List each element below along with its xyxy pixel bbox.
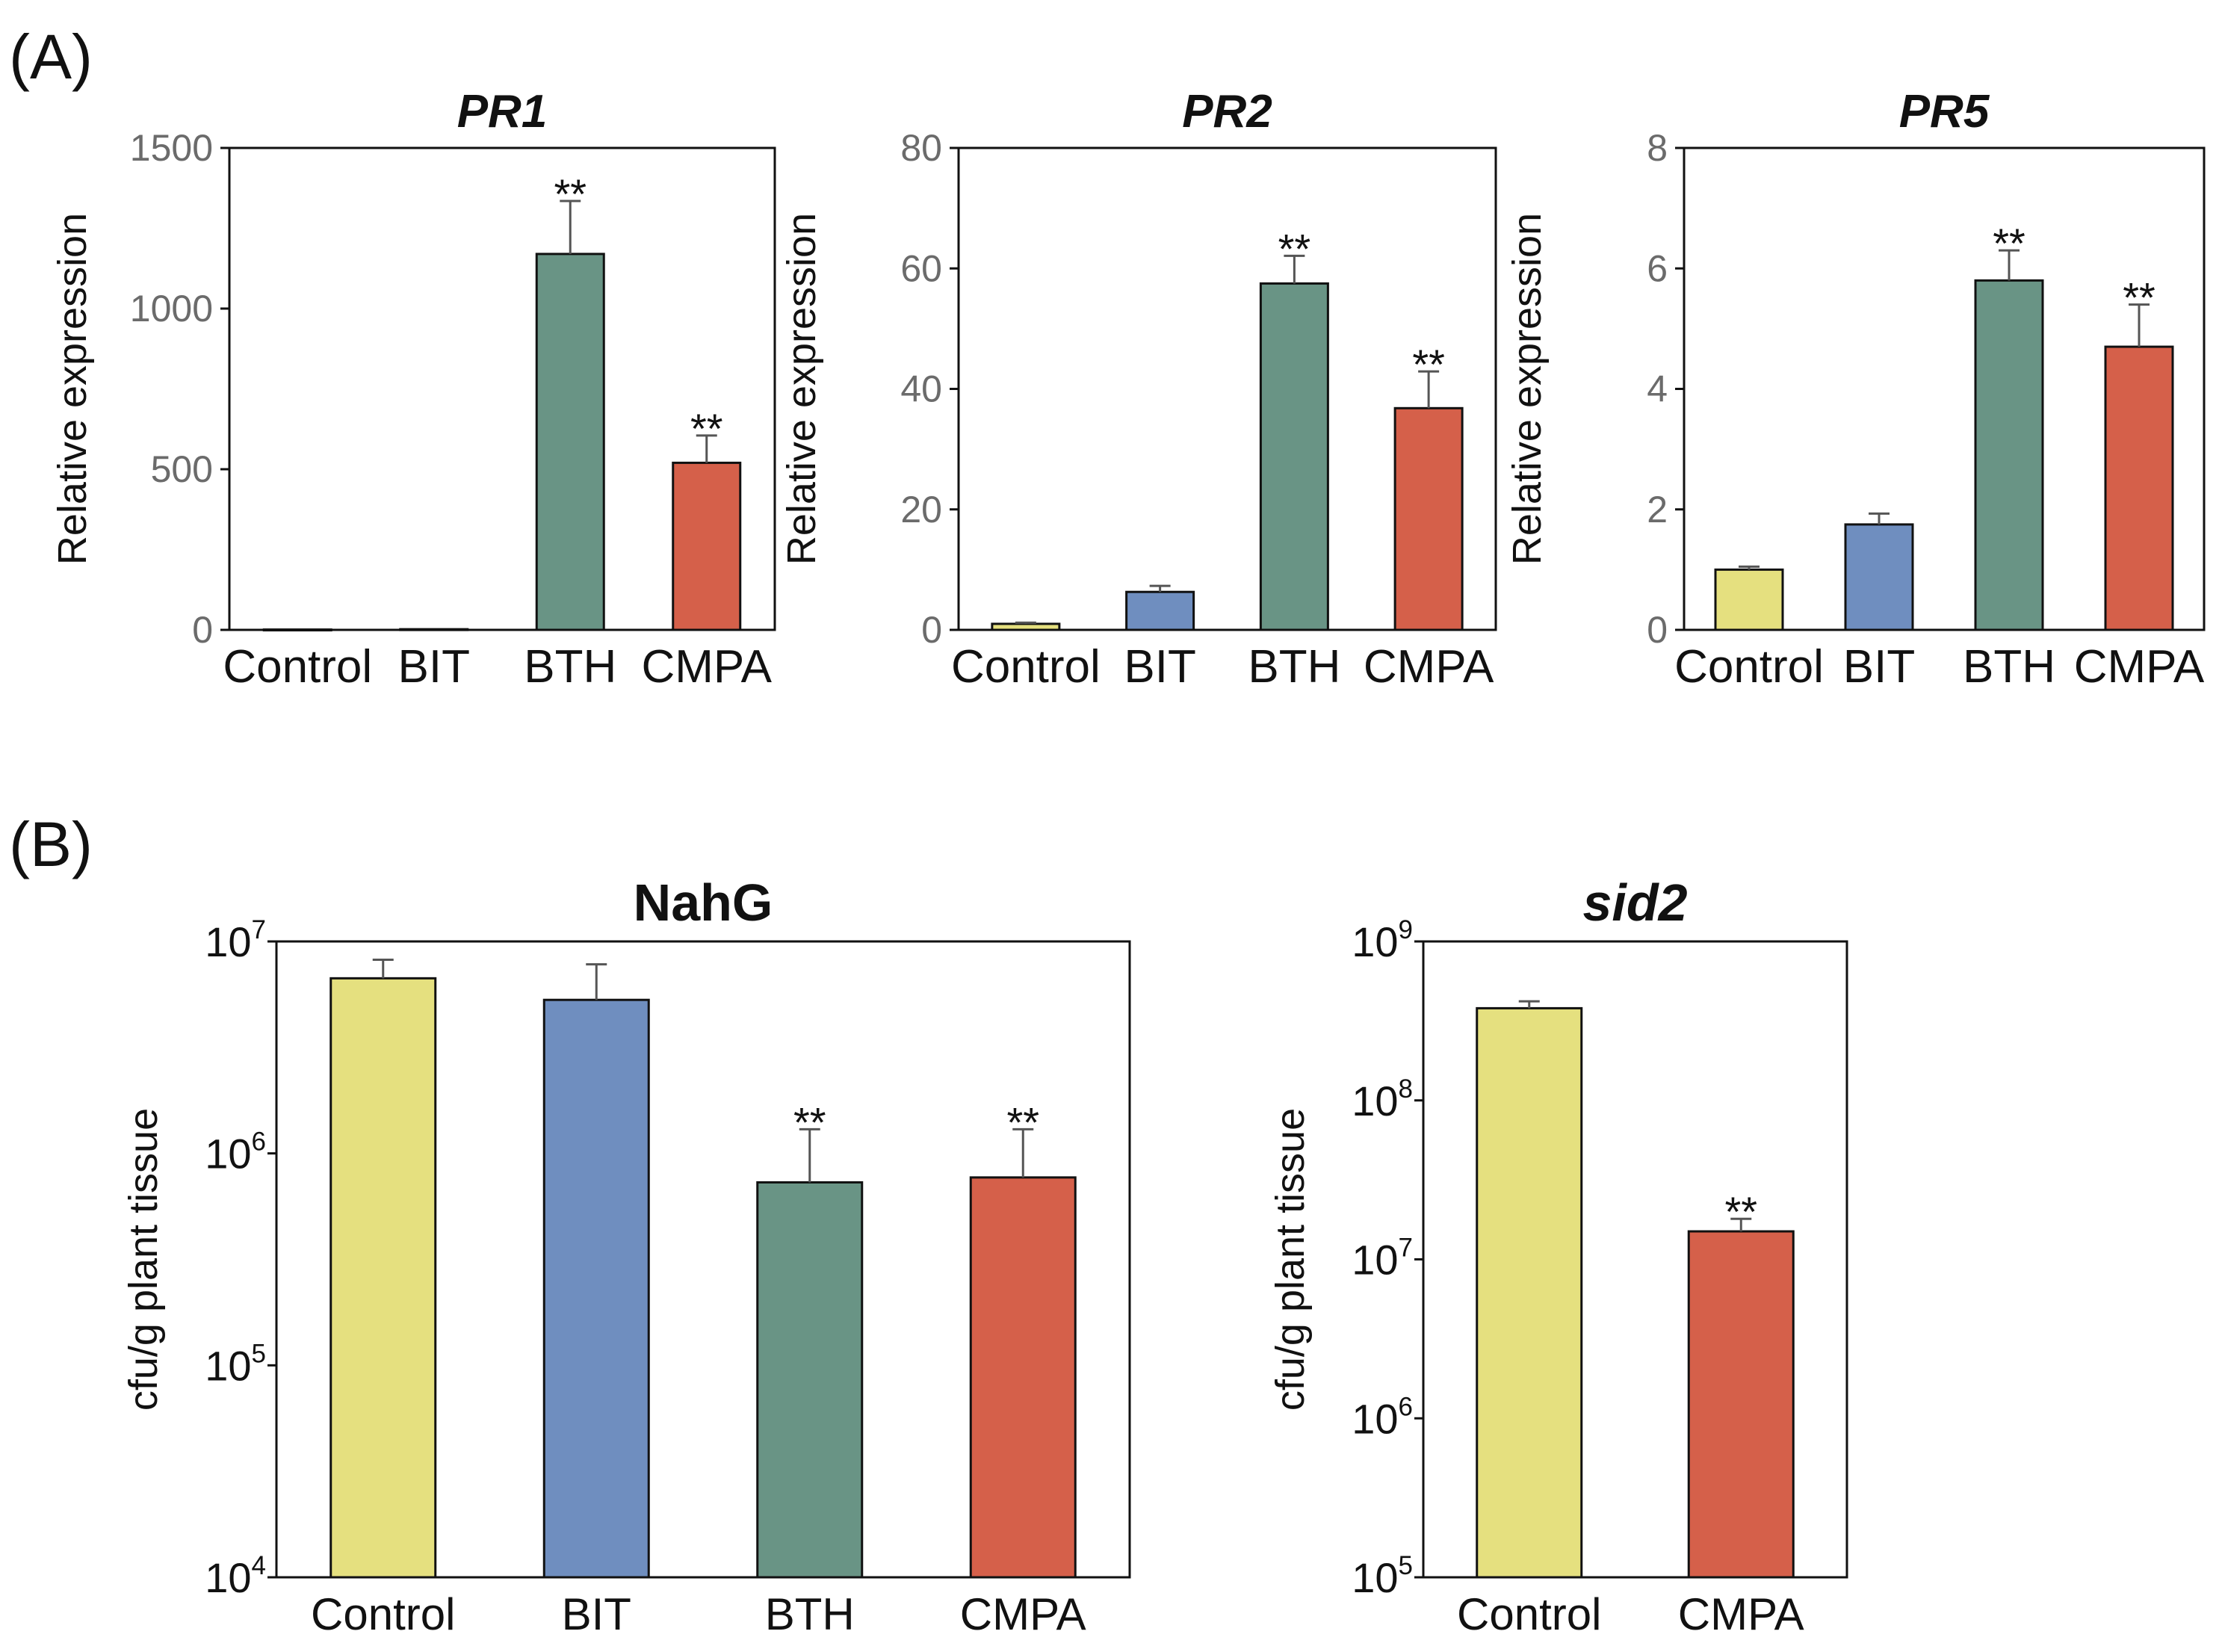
x-tick-label: CMPA (1678, 1589, 1804, 1639)
bar-bit (1125, 590, 1195, 631)
x-tick-label: CMPA (960, 1589, 1086, 1639)
panel-label-a: (A) (9, 22, 93, 92)
y-tick-label: 107 (1352, 1234, 1413, 1284)
bar-cmpa (1393, 406, 1464, 631)
plot-frame (957, 146, 1497, 631)
x-tick-label: BTH (524, 641, 616, 693)
y-tick-label: 1500 (130, 127, 213, 169)
bar-cmpa (969, 1176, 1077, 1579)
x-tick-label: Control (1457, 1589, 1601, 1639)
chart-pr1: PR1 0 500 1000 1500 Relative expression Contro… (50, 86, 776, 693)
significance-marker: ** (793, 1098, 826, 1145)
significance-marker: ** (1278, 225, 1311, 272)
x-tick-label: Control (1674, 641, 1824, 693)
plot-frame (1683, 146, 2206, 631)
y-axis-label: Relative expression (779, 213, 824, 565)
x-tick-label: BIT (562, 1589, 631, 1639)
panel-label-b: (B) (9, 809, 93, 879)
chart-sid2: sid2 105 106 107 108 109 cfu/g plant tissue Con… (1268, 873, 1848, 1639)
x-tick-label: CMPA (1364, 641, 1494, 693)
y-axis-label: Relative expression (1505, 213, 1550, 565)
x-tick-label: CMPA (2074, 641, 2205, 693)
y-tick-label: 0 (192, 609, 213, 651)
y-tick-label: 105 (1352, 1551, 1413, 1601)
y-tick-label: 500 (151, 448, 213, 490)
y-tick-label: 107 (205, 915, 266, 965)
plot-frame (228, 146, 776, 631)
significance-marker: ** (690, 405, 723, 452)
chart-title: NahG (634, 873, 773, 932)
significance-marker: ** (1412, 341, 1445, 388)
x-tick-label: CMPA (641, 641, 772, 693)
bar-bth (756, 1181, 864, 1579)
x-tick-label: BIT (398, 641, 470, 693)
y-tick-label: 6 (1647, 247, 1668, 289)
chart-pr2: PR2 0 20 40 60 80 Relative expression Control BI… (779, 86, 1497, 693)
plot-frame (275, 940, 1131, 1579)
bar-bit (542, 998, 650, 1579)
y-tick-label: 106 (205, 1127, 266, 1178)
y-tick-label: 105 (205, 1339, 266, 1389)
bar-control (1714, 568, 1784, 631)
x-tick-label: Control (951, 641, 1101, 693)
significance-marker: ** (2123, 274, 2156, 321)
plot-frame (1422, 940, 1848, 1579)
y-tick-label: 40 (900, 368, 942, 410)
significance-marker: ** (1724, 1188, 1757, 1235)
chart-title: PR2 (1182, 86, 1272, 137)
x-tick-label: BIT (1124, 641, 1195, 693)
x-tick-label: BTH (1248, 641, 1340, 693)
bar-bit (1844, 523, 1914, 631)
y-tick-label: 104 (205, 1551, 266, 1601)
bar-bth (1974, 279, 2044, 631)
y-tick-label: 108 (1352, 1074, 1413, 1124)
chart-title: sid2 (1582, 873, 1687, 932)
bar-cmpa (2104, 345, 2174, 631)
x-tick-label: BIT (1843, 641, 1915, 693)
chart-title: PR1 (457, 86, 548, 137)
y-tick-label: 4 (1647, 368, 1668, 410)
bar-cmpa (672, 461, 742, 631)
y-tick-label: 60 (900, 247, 942, 289)
y-tick-label: 2 (1647, 489, 1668, 530)
bar-bth (1259, 282, 1329, 631)
y-axis-label: cfu/g plant tissue (1268, 1108, 1313, 1411)
chart-pr5: PR5 0 2 4 6 8 Relative expression Control BIT ** B… (1505, 86, 2206, 693)
bar-bth (535, 253, 605, 631)
y-tick-label: 106 (1352, 1392, 1413, 1442)
significance-marker: ** (554, 170, 587, 217)
y-axis-label: Relative expression (50, 213, 95, 565)
significance-marker: ** (1993, 220, 2026, 267)
y-tick-label: 0 (921, 609, 942, 651)
y-tick-label: 0 (1647, 609, 1668, 651)
bar-control (1476, 1006, 1583, 1579)
bar-control (329, 977, 437, 1579)
y-tick-label: 80 (900, 127, 942, 169)
significance-marker: ** (1006, 1098, 1039, 1145)
y-tick-label: 1000 (130, 288, 213, 330)
y-tick-label: 20 (900, 489, 942, 530)
x-tick-label: BTH (1963, 641, 2055, 693)
y-axis-label: cfu/g plant tissue (121, 1108, 166, 1411)
chart-nahg: NahG 104 105 106 107 cfu/g plant tissue Contro… (121, 873, 1131, 1639)
y-tick-label: 109 (1352, 915, 1413, 965)
x-tick-label: Control (223, 641, 372, 693)
x-tick-label: BTH (765, 1589, 855, 1639)
y-tick-label: 8 (1647, 127, 1668, 169)
bar-cmpa (1687, 1230, 1795, 1579)
x-tick-label: Control (311, 1589, 455, 1639)
chart-title: PR5 (1899, 86, 1990, 137)
